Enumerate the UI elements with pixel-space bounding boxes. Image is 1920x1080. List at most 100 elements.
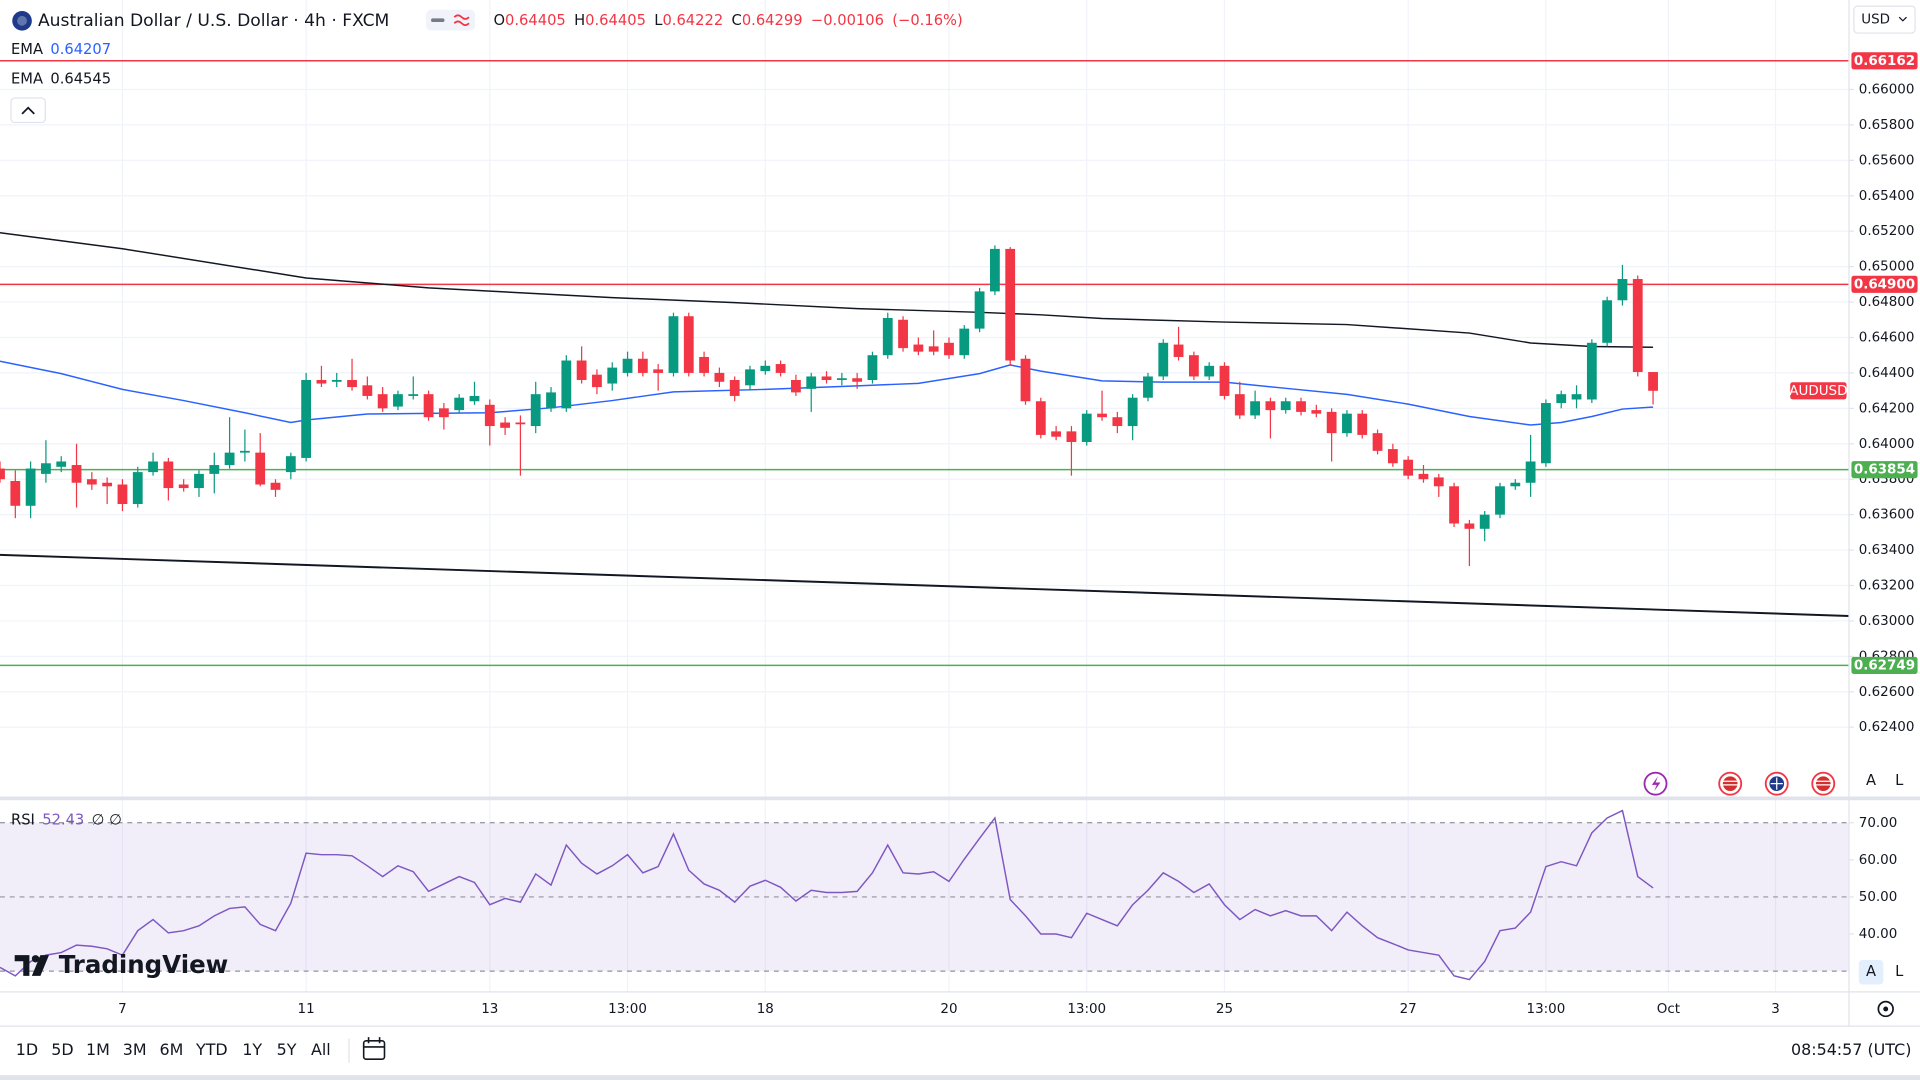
y-tick-label: 0.62600 (1859, 685, 1915, 700)
candle-body (224, 452, 235, 466)
x-tick-label: 20 (940, 1002, 957, 1017)
y-tick-label: 0.64800 (1859, 295, 1915, 310)
rsi-legend[interactable]: RSI 52.43 ∅ ∅ (11, 811, 122, 828)
ohlc-prefix: O (493, 12, 505, 29)
candle-body (913, 344, 924, 352)
brand-logo-dot (31, 955, 40, 963)
level-price-label: 0.63854 (1854, 463, 1915, 478)
candle-body (1219, 365, 1230, 396)
range-button[interactable]: 5Y (277, 1040, 297, 1059)
compare-badge[interactable] (426, 9, 476, 31)
candle-body (117, 484, 128, 505)
candle-body (1556, 394, 1567, 404)
log-scale-button[interactable]: L (1895, 963, 1904, 980)
ohlc-value: 0.64299 (742, 12, 803, 29)
ema-legend[interactable]: EMA 0.64545 (11, 71, 111, 88)
level-price-label: 0.62749 (1854, 658, 1915, 673)
x-tick-label: 25 (1216, 1002, 1233, 1017)
candle-body (806, 376, 817, 389)
candle-body (102, 482, 113, 487)
candle-body (622, 358, 633, 373)
candle-body (607, 367, 618, 384)
rsi-name: RSI (11, 811, 35, 828)
y-tick-label: 0.63000 (1859, 614, 1915, 629)
range-button[interactable]: 6M (159, 1040, 183, 1059)
candle-body (1541, 403, 1551, 464)
event-flag[interactable] (1718, 771, 1743, 796)
auto-scale-button[interactable]: A (1866, 963, 1876, 980)
candle-body (500, 422, 510, 428)
range-button[interactable]: YTD (195, 1040, 228, 1059)
range-button[interactable]: All (311, 1040, 331, 1059)
candle-body (699, 356, 709, 373)
candle-body (1311, 410, 1322, 414)
candle-body (1112, 417, 1123, 427)
candle-body (301, 379, 312, 458)
candle-body (898, 319, 908, 349)
x-tick-label: 13 (481, 1002, 498, 1017)
brand-name: TradingView (59, 950, 229, 979)
candle-body (592, 374, 602, 388)
candle-body (1066, 431, 1077, 442)
date-range-icon[interactable] (362, 1037, 386, 1060)
candle-body (1158, 342, 1169, 377)
level-price-label: 0.66162 (1854, 54, 1915, 69)
candle-body (1403, 459, 1414, 476)
candle-body (1127, 397, 1138, 427)
candle-body (1051, 431, 1062, 437)
candle-body (1296, 401, 1306, 412)
range-button[interactable]: 1D (16, 1040, 38, 1059)
x-tick-label: 13:00 (1527, 1002, 1566, 1017)
x-tick-label: 7 (118, 1002, 127, 1017)
candle-body (745, 369, 755, 386)
candle-body (1250, 401, 1260, 416)
candle-body (1464, 523, 1475, 529)
range-button[interactable]: 3M (123, 1040, 147, 1059)
range-button[interactable]: 1M (86, 1040, 110, 1059)
y-tick-label: 0.62400 (1859, 720, 1915, 735)
y-tick-label: 0.65400 (1859, 189, 1915, 204)
candle-body (944, 342, 954, 356)
currency-button[interactable] (1853, 5, 1916, 34)
y-tick-label: 0.65800 (1859, 118, 1915, 133)
candle-body (1005, 248, 1016, 361)
candle-body (209, 465, 220, 474)
candle-body (270, 482, 281, 490)
candle-body (25, 468, 36, 506)
candle-body (867, 355, 878, 380)
event-flag[interactable] (1811, 771, 1836, 796)
range-button[interactable]: 1Y (242, 1040, 262, 1059)
candle-body (561, 360, 572, 409)
y-tick-label: 0.64200 (1859, 401, 1915, 416)
candle-body (255, 452, 266, 485)
symbol-flag-detail (17, 15, 27, 26)
bottom-toolbar: 1D 5D 1M 3M 6M YTD 1Y 5Y All (16, 1040, 331, 1059)
y-tick-label: 0.65000 (1859, 260, 1915, 275)
candle-body (56, 461, 67, 467)
event-flag[interactable] (1764, 771, 1789, 796)
symbol-title[interactable]: Australian Dollar / U.S. Dollar · 4h · F… (38, 11, 389, 31)
candle-body (637, 358, 648, 373)
candle-body (1648, 372, 1658, 391)
flag-us (1722, 776, 1738, 792)
candle-body (990, 248, 1000, 292)
y-tick-label: 0.64400 (1859, 366, 1915, 381)
ema-legend[interactable]: EMA 0.64207 (11, 41, 111, 58)
bottom-strip (0, 1075, 1920, 1080)
auto-scale-button[interactable]: A (1866, 772, 1876, 789)
settings-icon[interactable] (1877, 1000, 1894, 1018)
range-button[interactable]: 5D (51, 1040, 73, 1059)
candle-body (1081, 413, 1092, 442)
candle-body (1571, 394, 1582, 400)
badge-icon (453, 14, 470, 26)
flag-stripes (1815, 780, 1831, 786)
candle-body (240, 450, 250, 453)
x-tick-label: 18 (757, 1002, 774, 1017)
collapse-legend-button[interactable] (10, 97, 46, 124)
log-scale-button[interactable]: L (1895, 772, 1904, 789)
y-tick-label: 70.00 (1859, 816, 1898, 831)
candle-body (469, 395, 480, 402)
candle-body (1387, 449, 1398, 464)
candle-body (1173, 344, 1184, 357)
